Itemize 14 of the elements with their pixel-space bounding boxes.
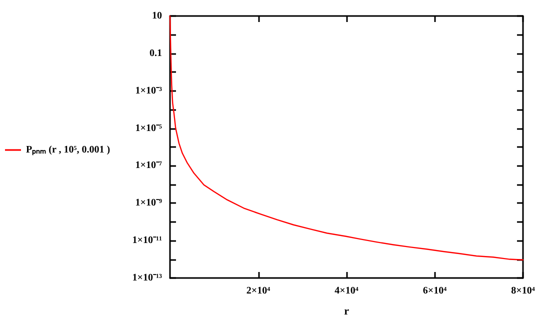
- x-tick-label: 2×10⁴: [246, 286, 270, 296]
- y-tick-label: 10: [152, 10, 162, 22]
- x-axis-title: r: [344, 306, 350, 318]
- x-tick-label: 4×10⁴: [334, 286, 358, 296]
- y-tick-label: 1×10⁻⁹: [135, 198, 162, 209]
- legend-label: Pₚₙₘ (r , 10⁵, 0.001 ): [26, 144, 110, 156]
- x-tick-label: 6×10⁴: [422, 286, 447, 296]
- y-tick-label: 1×10⁻⁵: [135, 122, 162, 134]
- y-tick-label: 1×10⁻³: [135, 85, 162, 96]
- y-tick-label: 0.1: [150, 48, 162, 59]
- y-tick-label: 1×10⁻⁷: [135, 160, 162, 172]
- x-tick-label: 8×10⁴: [511, 286, 535, 296]
- y-tick-label: 1×10⁻¹³: [132, 272, 162, 284]
- y-tick-label: 1×10⁻¹¹: [132, 235, 162, 246]
